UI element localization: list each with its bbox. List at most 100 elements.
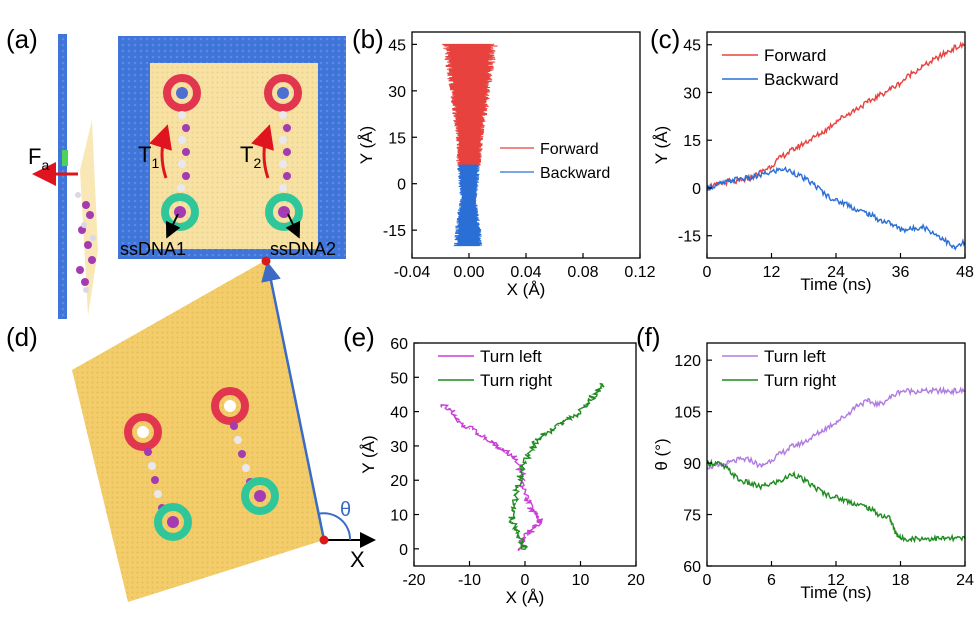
theta-label: θ: [340, 499, 351, 521]
data-point-turn-left: [518, 548, 521, 550]
data-point-turn-left: [932, 390, 934, 392]
series-line-forward: [706, 41, 966, 192]
data-point-turn-right: [602, 383, 604, 385]
data-point-backward: [760, 174, 762, 176]
angle-arc: [317, 512, 352, 541]
ssdna2-molecule: [264, 74, 303, 231]
data-point-turn-right: [579, 411, 582, 413]
data-point-turn-right: [781, 479, 783, 481]
panel-label-b: (b): [352, 24, 384, 54]
data-point-turn-right: [532, 445, 534, 447]
data-point-turn-left: [910, 390, 912, 392]
data-point-backward: [749, 177, 751, 180]
data-point-turn-right: [835, 496, 837, 498]
y-tick-label: 30: [390, 439, 408, 456]
data-point-turn-right: [538, 438, 540, 440]
data-point-forward: [856, 107, 859, 109]
x-axis-label: X (Å): [507, 280, 546, 299]
legend-label: Forward: [540, 141, 599, 158]
x-tick-label: -10: [458, 572, 481, 589]
sheet-rotated: [72, 260, 324, 602]
data-point-backward: [910, 228, 912, 230]
y-tick-label: 30: [683, 85, 701, 102]
x-axis-label: X (Å): [506, 588, 545, 607]
series-line-turn-right: [508, 382, 605, 551]
data-point-forward: [942, 53, 945, 55]
torque1-label: T1: [138, 142, 159, 171]
chart-panel-e: -20 -10 0 10 20 0 10 20 30 40 50 60 X (Å) Y (Å) Turn l…: [359, 336, 645, 607]
data-point-turn-right: [738, 479, 740, 481]
series-line-backward: [706, 165, 966, 251]
data-point-turn-left: [457, 421, 459, 423]
data-point-turn-left: [867, 400, 869, 402]
data-point-turn-left: [803, 441, 805, 444]
data-point-forward: [878, 95, 880, 97]
data-point-turn-left: [541, 520, 543, 523]
data-point-forward: [867, 101, 869, 103]
x-tick-label: 12: [763, 264, 781, 281]
panel-label-e: (e): [343, 322, 375, 352]
data-point-turn-right: [867, 507, 869, 509]
data-point-turn-left: [878, 404, 880, 406]
x-tick-label: 0.04: [510, 264, 541, 281]
data-point-backward: [824, 193, 826, 195]
data-point-turn-left: [813, 435, 816, 437]
data-point-turn-right: [824, 493, 826, 495]
legend-label: Backward: [764, 70, 839, 89]
y-tick-label: 90: [683, 456, 701, 473]
ssdna2-label: ssDNA2: [270, 239, 336, 259]
data-point-turn-right: [889, 517, 891, 519]
x-axis-label: Time (ns): [800, 583, 871, 602]
chart-panel-b: -0.04 0.00 0.04 0.08 0.12 45 30 15 0 -15 X (Å) Y (Å…: [357, 31, 656, 299]
legend-label: Backward: [540, 165, 610, 182]
vector-tip-marker: [261, 256, 271, 266]
data-point-forward: [910, 72, 912, 74]
y-tick-label: 75: [683, 508, 701, 525]
data-point-forward: [792, 149, 794, 151]
membrane-side-view: [58, 34, 67, 319]
y-axis-label: θ (°): [652, 438, 671, 470]
y-axis-label: Y (Å): [652, 126, 671, 164]
data-point-turn-right: [803, 479, 805, 481]
data-point-turn-right: [932, 537, 934, 540]
orientation-vector: [261, 261, 326, 541]
data-point-turn-left: [491, 441, 493, 444]
torque2-arrow: [251, 124, 274, 179]
dna-right-rotated: [211, 387, 279, 515]
data-point-backward: [942, 238, 945, 240]
data-point-turn-right: [568, 417, 571, 420]
data-point-turn-left: [727, 462, 730, 464]
y-tick-label: 0: [692, 181, 701, 198]
dna-side-view: [75, 192, 96, 293]
y-axis-label: Y (Å): [357, 126, 376, 164]
data-point-turn-right: [921, 537, 923, 540]
x-tick-label: 36: [892, 264, 910, 281]
data-point-forward: [770, 165, 773, 167]
x-tick-label: -0.04: [394, 264, 431, 281]
data-point-turn-left: [846, 414, 848, 416]
data-point-turn-right: [910, 537, 912, 540]
series-line-turn-left: [440, 404, 544, 552]
panel-label-f: (f): [636, 322, 661, 352]
data-point-turn-left: [942, 390, 945, 392]
data-point-backward: [889, 222, 891, 224]
data-point-backward: [846, 203, 848, 205]
data-point-turn-left: [899, 390, 902, 392]
data-point-turn-left: [527, 534, 529, 536]
data-point-turn-right: [760, 486, 762, 488]
torque1-arrow: [149, 124, 172, 179]
x-tick-label: 12: [827, 572, 845, 589]
data-point-turn-right: [792, 472, 794, 474]
data-point-forward: [760, 171, 762, 173]
force-label: Fa: [28, 144, 49, 173]
data-point-turn-left: [496, 445, 498, 447]
legend-label: Turn right: [764, 371, 836, 390]
data-point-turn-left: [738, 459, 740, 461]
data-point-turn-left: [507, 452, 509, 454]
y-tick-label: 40: [390, 405, 408, 422]
data-point-turn-right: [813, 486, 816, 488]
y-tick-label: 10: [390, 508, 408, 525]
y-tick-label: 105: [674, 405, 701, 422]
data-point-backward: [921, 225, 923, 227]
data-point-backward: [835, 200, 837, 202]
